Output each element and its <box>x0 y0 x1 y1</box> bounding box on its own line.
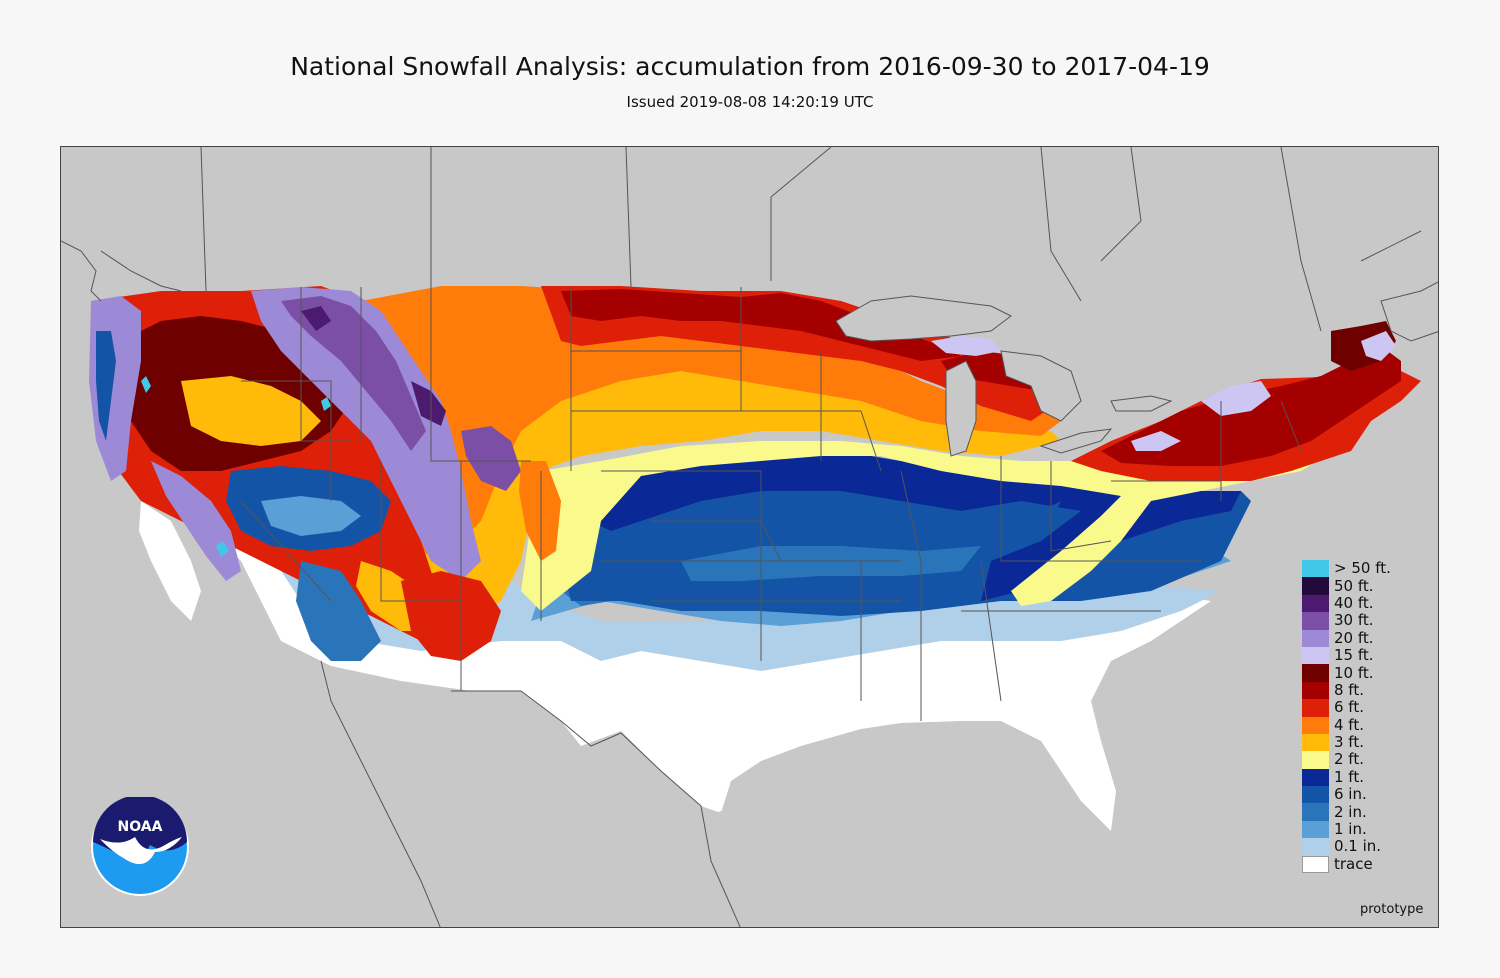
legend-swatch <box>1302 629 1329 647</box>
legend-label: 1 in. <box>1334 820 1367 839</box>
gulf-of-mexico <box>641 741 1111 927</box>
legend-item: 2 in. <box>1302 802 1412 821</box>
legend-label: 6 ft. <box>1334 698 1364 717</box>
legend-item: 1 in. <box>1302 820 1412 839</box>
legend: > 50 ft. 50 ft. 40 ft. 30 ft. 20 ft. 15 ft. 10… <box>1302 559 1412 874</box>
region-west-20ft <box>251 287 481 581</box>
legend-item: trace <box>1302 854 1412 874</box>
legend-swatch <box>1302 751 1329 769</box>
chart-title: National Snowfall Analysis: accumulation… <box>290 52 1210 81</box>
legend-label: 3 ft. <box>1334 733 1364 752</box>
legend-item: 10 ft. <box>1302 663 1412 682</box>
legend-item: 50 ft. <box>1302 576 1412 595</box>
legend-swatch <box>1302 820 1329 839</box>
legend-item: 15 ft. <box>1302 646 1412 665</box>
map-canvas <box>61 147 1438 927</box>
legend-label: 30 ft. <box>1334 611 1374 630</box>
region-4-ft <box>341 286 1061 561</box>
legend-label: 2 in. <box>1334 802 1367 821</box>
legend-item: 1 ft. <box>1302 767 1412 787</box>
legend-label: 50 ft. <box>1334 576 1374 595</box>
legend-label: 6 in. <box>1334 785 1367 804</box>
region-co-purple <box>461 426 521 491</box>
noaa-logo: NOAA <box>91 797 189 896</box>
legend-label: 1 ft. <box>1334 767 1364 786</box>
nova-scotia <box>1380 281 1438 342</box>
legend-label: 10 ft. <box>1334 663 1374 682</box>
legend-swatch <box>1302 681 1329 700</box>
coastline-northwest <box>61 240 182 302</box>
prototype-label: prototype <box>1360 902 1424 917</box>
legend-label: 8 ft. <box>1334 680 1364 699</box>
lake-ontario <box>1110 395 1173 412</box>
legend-item: > 50 ft. <box>1302 559 1412 578</box>
atlantic-ocean <box>1121 402 1438 927</box>
legend-item: 4 ft. <box>1302 715 1412 734</box>
legend-item: 30 ft. <box>1302 611 1412 630</box>
legend-swatch <box>1302 560 1329 578</box>
legend-swatch <box>1302 646 1329 665</box>
region-ne-15ft <box>1131 331 1396 451</box>
legend-label: > 50 ft. <box>1334 559 1391 578</box>
legend-label: 15 ft. <box>1334 646 1374 665</box>
legend-label: 20 ft. <box>1334 628 1374 647</box>
legend-swatch <box>1302 716 1329 734</box>
legend-label: 0.1 in. <box>1334 837 1382 856</box>
lake-erie <box>1039 428 1113 454</box>
issued-subtitle: Issued 2019-08-08 14:20:19 UTC <box>626 93 874 111</box>
legend-swatch <box>1302 803 1329 821</box>
region-inner-6in <box>641 501 1061 561</box>
legend-swatch <box>1302 699 1329 717</box>
legend-swatch <box>1302 594 1329 613</box>
lake-superior <box>835 295 1012 342</box>
legend-item: 6 in. <box>1302 785 1412 804</box>
region-8-ft <box>561 289 961 361</box>
region-az-red <box>401 571 501 661</box>
region-coast-blue <box>96 331 116 441</box>
legend-swatch <box>1302 786 1329 804</box>
legend-item: 0.1 in. <box>1302 837 1412 856</box>
legend-label: 40 ft. <box>1334 593 1374 612</box>
legend-swatch <box>1302 733 1329 752</box>
legend-swatch <box>1302 768 1329 787</box>
legend-label: 2 ft. <box>1334 750 1364 769</box>
region-utah-yellow <box>181 376 441 631</box>
snowfall-map <box>60 146 1439 928</box>
region-west-30ft <box>281 296 426 451</box>
legend-swatch <box>1302 838 1329 856</box>
legend-swatch <box>1302 664 1329 682</box>
legend-swatch <box>1302 577 1329 595</box>
legend-item: 20 ft. <box>1302 628 1412 647</box>
legend-swatch <box>1302 855 1329 874</box>
svg-text:NOAA: NOAA <box>118 819 163 835</box>
legend-item: 6 ft. <box>1302 698 1412 717</box>
lake-huron <box>1000 350 1082 422</box>
region-superior-15ft <box>931 336 1001 356</box>
legend-item: 40 ft. <box>1302 593 1412 613</box>
legend-swatch <box>1302 612 1329 630</box>
legend-label: trace <box>1334 854 1373 873</box>
legend-label: 4 ft. <box>1334 715 1364 734</box>
region-ca-white <box>139 501 201 621</box>
lake-michigan <box>945 360 977 457</box>
region-inner-2in <box>681 546 981 581</box>
boundary-lines <box>200 147 1422 927</box>
legend-item: 2 ft. <box>1302 750 1412 769</box>
region-co-orange <box>519 461 561 561</box>
legend-item: 3 ft. <box>1302 733 1412 752</box>
legend-item: 8 ft. <box>1302 680 1412 700</box>
region-nv-lightblue <box>261 496 361 536</box>
